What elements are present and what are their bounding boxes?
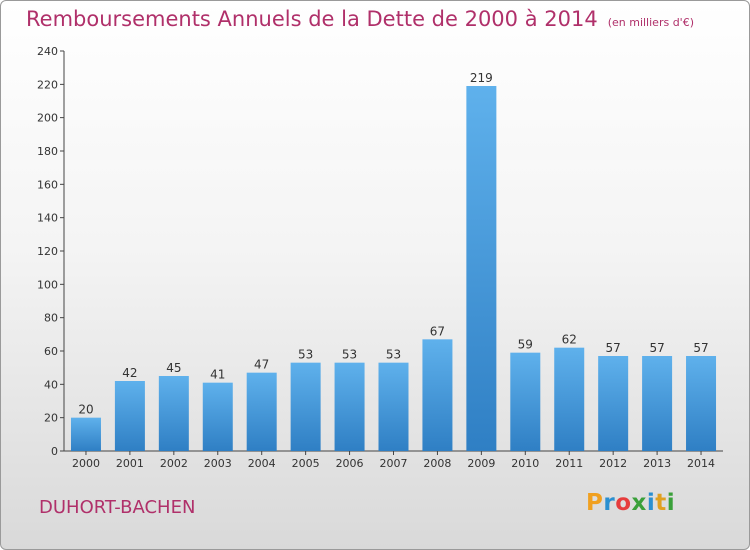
y-tick-label: 0 — [51, 445, 58, 458]
bar-2006 — [334, 362, 365, 451]
proxiti-logo[interactable]: Proxiti — [586, 490, 675, 516]
data-label-2004: 47 — [254, 358, 269, 372]
x-tick-label-2012: 2012 — [599, 457, 627, 470]
data-label-2002: 45 — [166, 361, 181, 375]
chart-data-labels: 20 42 45 41 47 53 53 53 67 219 59 62 57 57 57 — [78, 71, 708, 417]
chart-unit: (en milliers d'€) — [607, 16, 694, 29]
y-tick-label: 100 — [37, 278, 58, 291]
logo-letter: i — [666, 490, 676, 516]
bar-2010 — [510, 352, 541, 451]
data-label-2012: 57 — [606, 341, 621, 355]
x-tick-label-2014: 2014 — [687, 457, 715, 470]
y-tick-label: 160 — [37, 178, 58, 191]
chart-bars — [70, 86, 717, 451]
data-label-2011: 62 — [562, 333, 577, 347]
bar-2000 — [70, 417, 101, 451]
bar-2005 — [290, 362, 321, 451]
logo-letter: o — [615, 490, 632, 516]
x-tick-label-2004: 2004 — [248, 457, 276, 470]
x-tick-label-2000: 2000 — [72, 457, 100, 470]
y-tick-label: 60 — [44, 345, 58, 358]
bar-2013 — [642, 356, 673, 451]
data-label-2006: 53 — [342, 348, 357, 362]
logo-letter: P — [586, 490, 604, 516]
x-tick-label-2011: 2011 — [555, 457, 583, 470]
bar-2011 — [554, 347, 585, 451]
bar-2008 — [422, 339, 453, 451]
bar-2014 — [686, 356, 717, 451]
bar-2002 — [158, 376, 189, 451]
bar-2004 — [246, 372, 277, 451]
y-tick-label: 140 — [37, 212, 58, 225]
logo-letter: i — [646, 490, 656, 516]
y-tick-label: 180 — [37, 145, 58, 158]
y-tick-label: 80 — [44, 312, 58, 325]
data-label-2000: 20 — [78, 403, 93, 417]
x-tick-label-2006: 2006 — [336, 457, 364, 470]
x-tick-label-2001: 2001 — [116, 457, 144, 470]
x-tick-label-2003: 2003 — [204, 457, 232, 470]
x-tick-label-2002: 2002 — [160, 457, 188, 470]
data-label-2005: 53 — [298, 348, 313, 362]
commune-name: DUHORT-BACHEN — [39, 497, 196, 518]
bar-2007 — [378, 362, 409, 451]
x-tick-label-2010: 2010 — [511, 457, 539, 470]
bar-2012 — [598, 356, 629, 451]
chart-title-text: Remboursements Annuels de la Dette de 20… — [26, 7, 598, 31]
logo-letter: t — [655, 490, 667, 516]
y-tick-label: 20 — [44, 412, 58, 425]
x-tick-label-2013: 2013 — [643, 457, 671, 470]
y-tick-label: 120 — [37, 245, 58, 258]
data-label-2009: 219 — [470, 71, 493, 85]
bar-2003 — [202, 382, 233, 451]
y-tick-label: 200 — [37, 112, 58, 125]
y-tick-label: 220 — [37, 78, 58, 91]
data-label-2013: 57 — [649, 341, 664, 355]
data-label-2008: 67 — [430, 324, 445, 338]
logo-letter: x — [631, 490, 647, 516]
data-label-2003: 41 — [210, 368, 225, 382]
data-label-2010: 59 — [518, 338, 533, 352]
x-tick-label-2009: 2009 — [467, 457, 495, 470]
data-label-2007: 53 — [386, 348, 401, 362]
y-tick-label: 40 — [44, 378, 58, 391]
chart-title: Remboursements Annuels de la Dette de 20… — [26, 7, 694, 31]
y-tick-label: 240 — [37, 45, 58, 58]
bar-2009 — [466, 86, 497, 451]
data-label-2001: 42 — [122, 366, 137, 380]
bar-2001 — [114, 381, 145, 451]
data-label-2014: 57 — [693, 341, 708, 355]
x-tick-label-2007: 2007 — [380, 457, 408, 470]
x-tick-label-2005: 2005 — [292, 457, 320, 470]
logo-letter: r — [603, 490, 616, 516]
x-tick-label-2008: 2008 — [423, 457, 451, 470]
